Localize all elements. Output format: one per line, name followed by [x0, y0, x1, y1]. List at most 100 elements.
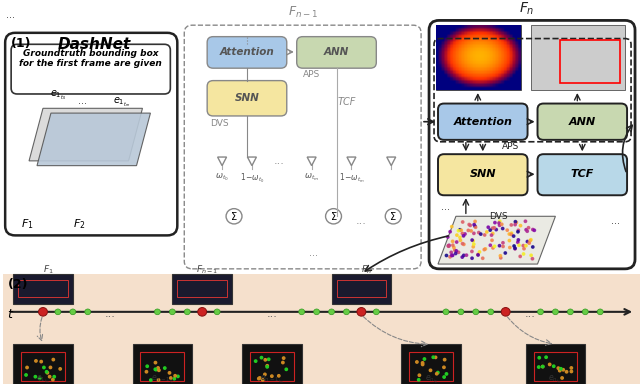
Text: $e_{n-1_{t_0}}$: $e_{n-1_{t_0}}$	[151, 374, 174, 386]
Text: Groundtruth bounding box
for the first frame are given: Groundtruth bounding box for the first f…	[19, 49, 162, 68]
Point	[444, 243, 454, 249]
Point	[556, 366, 566, 372]
Text: $\Sigma$: $\Sigma$	[390, 210, 397, 222]
Point	[449, 244, 459, 251]
Point	[509, 233, 519, 239]
Polygon shape	[248, 157, 257, 166]
Point	[468, 230, 479, 236]
Point	[470, 223, 480, 229]
Point	[498, 243, 508, 249]
Point	[459, 241, 469, 247]
Point	[469, 222, 479, 228]
Circle shape	[473, 309, 479, 315]
Point	[561, 369, 572, 375]
Circle shape	[385, 209, 401, 224]
Text: SNN: SNN	[470, 169, 496, 179]
Point	[515, 253, 525, 259]
Point	[486, 232, 497, 238]
FancyBboxPatch shape	[538, 154, 627, 195]
Point	[452, 232, 462, 238]
Point	[510, 222, 520, 228]
Point	[555, 367, 565, 374]
Point	[455, 234, 465, 240]
Text: $1\!-\!\omega_{t_0}$: $1\!-\!\omega_{t_0}$	[240, 171, 264, 185]
Point	[426, 367, 436, 373]
Point	[504, 231, 515, 237]
Circle shape	[488, 309, 493, 315]
Point	[451, 248, 461, 254]
Point	[42, 370, 52, 376]
Point	[468, 238, 478, 244]
Point	[488, 225, 498, 231]
Point	[566, 368, 577, 374]
Text: ...: ...	[105, 309, 116, 319]
Point	[154, 377, 164, 383]
Point	[514, 242, 524, 248]
Circle shape	[502, 309, 509, 315]
Point	[413, 377, 424, 383]
Polygon shape	[307, 157, 316, 166]
Point	[538, 364, 548, 370]
Text: ...: ...	[611, 216, 620, 226]
Point	[483, 224, 493, 230]
Point	[453, 228, 463, 234]
Circle shape	[55, 309, 61, 315]
Text: $F_2$: $F_2$	[73, 217, 85, 230]
Point	[534, 355, 545, 361]
FancyBboxPatch shape	[5, 33, 177, 235]
Point	[412, 359, 422, 365]
Point	[151, 366, 161, 372]
Point	[141, 369, 152, 375]
Circle shape	[214, 309, 220, 315]
Point	[474, 230, 484, 236]
Point	[445, 254, 455, 260]
Circle shape	[170, 309, 175, 315]
Point	[439, 374, 449, 380]
Point	[534, 364, 544, 370]
Text: $e_{n-1_{t_m}}$: $e_{n-1_{t_m}}$	[260, 374, 284, 386]
Point	[506, 222, 516, 228]
Point	[262, 364, 272, 370]
Point	[468, 244, 478, 250]
FancyBboxPatch shape	[531, 25, 625, 90]
Point	[500, 250, 511, 256]
Text: $\omega_{t_m}$: $\omega_{t_m}$	[304, 171, 319, 183]
Text: $F_n$: $F_n$	[361, 263, 372, 276]
Text: $1\!-\!\omega_{t_m}$: $1\!-\!\omega_{t_m}$	[339, 171, 364, 185]
Point	[527, 244, 538, 250]
FancyBboxPatch shape	[538, 103, 627, 140]
Point	[467, 255, 477, 261]
Point	[526, 252, 536, 258]
Text: $\Sigma$: $\Sigma$	[330, 210, 337, 222]
Point	[518, 242, 529, 249]
FancyBboxPatch shape	[3, 274, 640, 384]
Point	[35, 375, 45, 381]
Point	[150, 359, 161, 366]
Circle shape	[40, 309, 46, 315]
Point	[497, 225, 508, 232]
Circle shape	[358, 309, 364, 315]
Point	[510, 246, 520, 252]
Point	[566, 365, 577, 371]
Point	[491, 227, 501, 233]
Point	[510, 218, 520, 225]
Point	[278, 359, 288, 366]
Circle shape	[38, 308, 47, 316]
Point	[461, 252, 472, 258]
Text: $e_{n_{t_m}}$: $e_{n_{t_m}}$	[548, 374, 563, 386]
FancyBboxPatch shape	[297, 37, 376, 68]
Point	[260, 371, 270, 378]
Point	[558, 367, 568, 373]
Point	[502, 227, 513, 233]
Point	[506, 231, 516, 237]
Point	[443, 243, 453, 249]
Point	[459, 252, 469, 259]
Text: Attention: Attention	[220, 47, 275, 57]
Point	[278, 355, 289, 361]
Text: APS: APS	[502, 142, 519, 151]
Point	[476, 231, 486, 237]
Text: $e_{n_{t_0}}$: $e_{n_{t_0}}$	[424, 374, 438, 386]
Circle shape	[568, 309, 573, 315]
Point	[31, 358, 41, 364]
Point	[526, 237, 536, 243]
